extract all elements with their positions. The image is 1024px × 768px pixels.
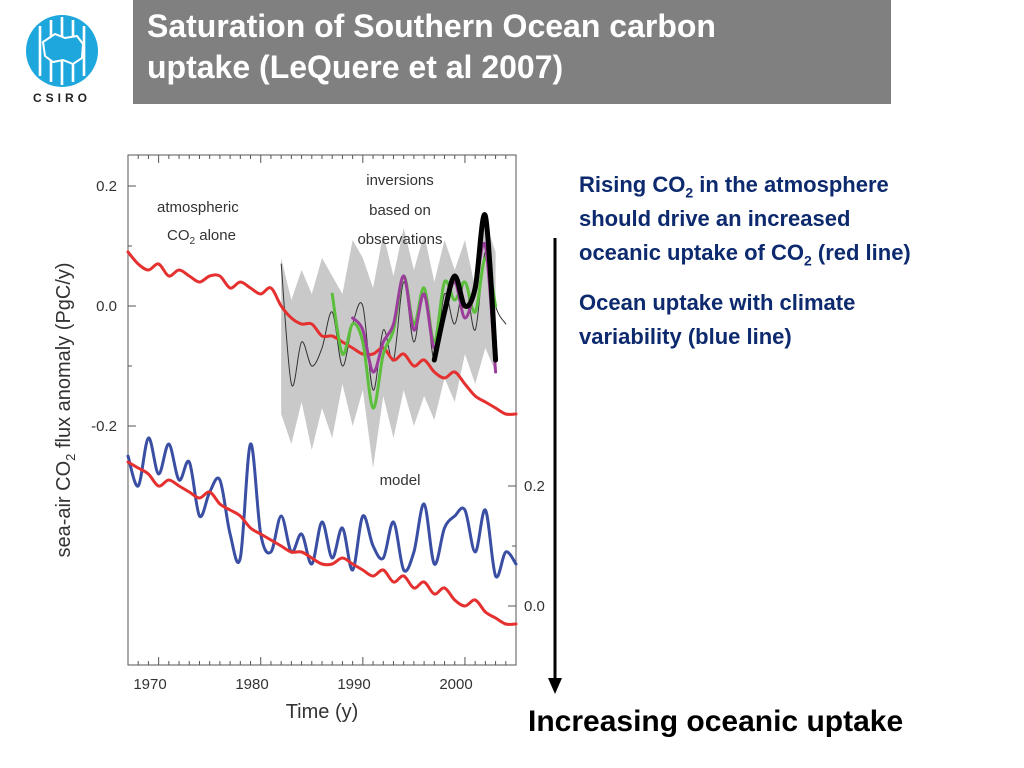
increasing-uptake-label: Increasing oceanic uptake — [528, 705, 904, 738]
series-lower-blue-model — [126, 436, 518, 579]
y-tick-lower-1: 0.0 — [524, 598, 545, 615]
y-tick-upper-0: 0.2 — [96, 178, 117, 195]
annotation-inversions: inversions — [366, 172, 434, 189]
note-rising-co2: Rising CO2 in the atmosphere should driv… — [579, 172, 911, 269]
annotation-model: model — [380, 472, 421, 489]
series-lower-red-model — [126, 460, 518, 626]
x-tick-0: 1970 — [133, 676, 166, 693]
x-tick-2: 1990 — [337, 676, 370, 693]
note-climate-variability: Ocean uptake with climate variability (b… — [579, 290, 856, 349]
series-inversion-thick-black — [431, 212, 499, 363]
x-tick-3: 2000 — [439, 676, 472, 693]
y-tick-upper-2: -0.2 — [91, 418, 117, 435]
annotation-based-on: based on — [369, 202, 431, 219]
annotation-observations: observations — [357, 231, 442, 248]
title-line-2: uptake (LeQuere et al 2007) — [147, 49, 564, 85]
x-axis-label: Time (y) — [286, 701, 359, 723]
slide-title: Saturation of Southern Ocean carbon upta… — [133, 0, 891, 104]
flux-anomaly-chart: 0.2 0.0 -0.2 0.2 0.0 1970 1980 1990 2000… — [53, 154, 545, 723]
y-tick-upper-1: 0.0 — [96, 298, 117, 315]
annotation-co2-alone: CO2 alone — [167, 227, 236, 247]
y-axis-label: sea-air CO2 flux anomaly (PgC/y) — [53, 262, 78, 557]
x-tick-1: 1980 — [235, 676, 268, 693]
explanation-text: Rising CO2 in the atmosphere should driv… — [579, 168, 929, 370]
y-tick-lower-0: 0.2 — [524, 478, 545, 495]
series-upper-red-atmospheric-co2 — [126, 250, 518, 416]
series-inversion-green — [330, 256, 498, 410]
csiro-wordmark: CSIRO — [32, 91, 91, 105]
csiro-logo: CSIRO — [20, 14, 104, 106]
plot-frame — [127, 154, 517, 666]
csiro-globe-icon — [26, 15, 98, 87]
title-line-1: Saturation of Southern Ocean carbon — [147, 8, 716, 44]
annotation-atmospheric: atmospheric — [157, 199, 239, 216]
uptake-arrow-icon — [548, 238, 562, 694]
